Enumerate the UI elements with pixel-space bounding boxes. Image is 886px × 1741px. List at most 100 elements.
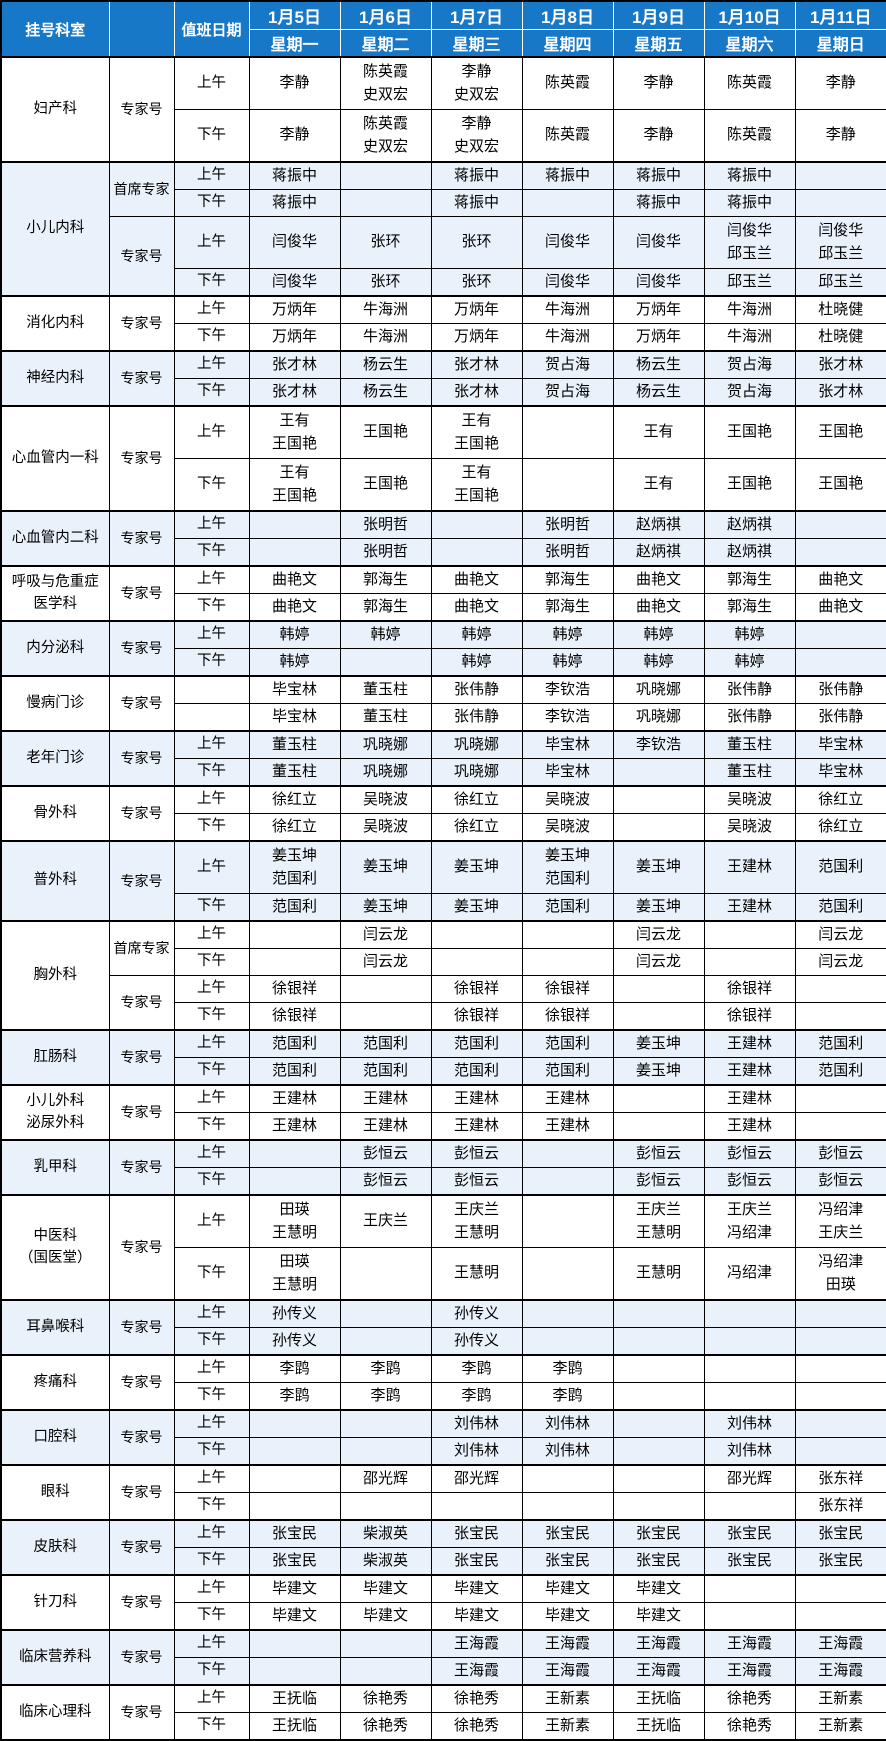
session-cell: 下午 xyxy=(173,1547,250,1576)
schedule-cell xyxy=(612,758,705,787)
schedule-row: 专家号 上午 闫俊华 张环 张环 闫俊华 闫俊华 闫俊华 邱玉兰 闫俊华 邱玉兰 xyxy=(1,216,886,297)
schedule-cell: 王新素 xyxy=(521,1684,614,1713)
schedule-row: 下午 李静 陈英霞 史双宏 李静 史双宏 陈英霞 李静 陈英霞 李静 xyxy=(1,109,886,163)
session-cell: 上午 xyxy=(173,1029,250,1058)
schedule-cell: 董玉柱 xyxy=(248,730,341,759)
session-cell: 上午 xyxy=(173,350,250,379)
schedule-cell: 范国利 xyxy=(794,1057,886,1086)
schedule-cell: 牛海洲 xyxy=(339,323,432,352)
schedule-cell: 陈英霞 史双宏 xyxy=(339,56,432,110)
schedule-cell: 姜玉坤 xyxy=(612,893,705,922)
schedule-cell xyxy=(703,1382,796,1411)
session-cell: 下午 xyxy=(173,893,250,922)
schedule-cell xyxy=(248,1409,341,1438)
schedule-cell: 李静 xyxy=(248,109,341,163)
schedule-cell: 王海霞 xyxy=(612,1657,705,1686)
schedule-cell: 范国利 xyxy=(521,893,614,922)
ticket-type-cell: 专家号 xyxy=(108,1409,175,1466)
ticket-type-cell: 专家号 xyxy=(108,565,175,622)
session-cell: 下午 xyxy=(173,378,250,407)
schedule-cell: 张环 xyxy=(430,268,523,297)
schedule-cell: 毕建文 xyxy=(521,1574,614,1603)
schedule-cell xyxy=(703,1602,796,1631)
schedule-cell xyxy=(521,1464,614,1493)
session-cell: 下午 xyxy=(173,1057,250,1086)
schedule-cell: 张宝民 xyxy=(521,1519,614,1548)
schedule-cell: 冯绍津 xyxy=(703,1247,796,1301)
session-cell: 下午 xyxy=(173,758,250,787)
schedule-cell: 董玉柱 xyxy=(339,703,432,732)
schedule-cell: 王建林 xyxy=(703,1057,796,1086)
schedule-cell xyxy=(248,920,341,949)
session-cell: 下午 xyxy=(173,1657,250,1686)
schedule-cell xyxy=(794,1002,886,1031)
session-cell: 下午 xyxy=(173,189,250,217)
schedule-row: 肛肠科 专家号 上午 范国利 范国利 范国利 范国利 姜玉坤 王建林 范国利 xyxy=(0,1029,886,1086)
schedule-cell: 万炳年 xyxy=(612,295,705,324)
schedule-cell: 张宝民 xyxy=(703,1519,796,1548)
schedule-cell: 毕建文 xyxy=(339,1574,432,1603)
schedule-cell: 巩晓娜 xyxy=(339,758,432,787)
schedule-cell: 董玉柱 xyxy=(703,758,796,787)
schedule-cell: 彭恒云 xyxy=(430,1139,523,1168)
schedule-row: 临床心理科 专家号 上午 王抚临 徐艳秀 徐艳秀 王新素 王抚临 徐艳秀 王新素 xyxy=(0,1684,886,1741)
schedule-cell: 蒋振中 xyxy=(248,189,341,217)
schedule-cell: 王国艳 xyxy=(339,458,432,512)
schedule-cell: 董玉柱 xyxy=(703,730,796,759)
department-cell: 骨外科 xyxy=(0,785,110,842)
schedule-cell xyxy=(521,1299,614,1328)
schedule-cell: 李鹍 xyxy=(339,1382,432,1411)
schedule-cell: 杨云生 xyxy=(339,350,432,379)
schedule-cell: 张才林 xyxy=(794,378,886,407)
header-date-5: 1月10日 xyxy=(703,0,796,30)
schedule-cell: 张才林 xyxy=(430,378,523,407)
schedule-cell xyxy=(430,538,523,567)
schedule-cell: 邱玉兰 xyxy=(703,268,796,297)
schedule-cell xyxy=(703,1492,796,1521)
schedule-cell: 李静 xyxy=(794,109,886,163)
schedule-cell xyxy=(339,189,432,217)
schedule-row: 下午 彭恒云 彭恒云 彭恒云 彭恒云 彭恒云 xyxy=(1,1167,886,1196)
schedule-cell: 韩婷 xyxy=(703,620,796,649)
schedule-cell: 闫俊华 邱玉兰 xyxy=(794,216,886,269)
schedule-row: 口腔科 专家号 上午 刘伟林 刘伟林 刘伟林 xyxy=(0,1409,886,1466)
session-cell xyxy=(173,675,250,704)
schedule-cell: 范国利 xyxy=(521,1029,614,1058)
schedule-cell: 赵炳祺 xyxy=(703,538,796,567)
schedule-cell: 李静 史双宏 xyxy=(430,109,523,163)
session-cell: 下午 xyxy=(173,1492,250,1521)
schedule-cell: 姜玉坤 xyxy=(612,840,705,894)
schedule-cell: 吴晓波 xyxy=(521,813,614,842)
schedule-cell: 闫俊华 xyxy=(248,268,341,297)
schedule-cell xyxy=(248,948,341,976)
session-cell: 上午 xyxy=(173,620,250,649)
schedule-cell: 王海霞 xyxy=(703,1657,796,1686)
session-cell: 上午 xyxy=(173,1409,250,1438)
schedule-cell xyxy=(794,538,886,567)
schedule-cell xyxy=(521,948,614,976)
schedule-row: 下午 曲艳文 郭海生 曲艳文 郭海生 曲艳文 郭海生 曲艳文 xyxy=(1,593,886,622)
schedule-cell: 李鹍 xyxy=(430,1354,523,1383)
schedule-cell: 李鹍 xyxy=(521,1354,614,1383)
department-cell: 妇产科 xyxy=(0,56,110,163)
schedule-cell: 张东祥 xyxy=(794,1464,886,1493)
schedule-cell: 田瑛 王慧明 xyxy=(248,1247,341,1301)
schedule-cell: 徐艳秀 xyxy=(703,1712,796,1741)
department-cell: 疼痛科 xyxy=(0,1354,110,1411)
schedule-row: 下午 孙传义 孙传义 xyxy=(1,1327,886,1356)
schedule-cell: 贺占海 xyxy=(703,378,796,407)
schedule-cell: 吴晓波 xyxy=(339,785,432,814)
schedule-cell: 巩晓娜 xyxy=(612,703,705,732)
schedule-cell: 柴淑英 xyxy=(339,1547,432,1576)
department-cell: 呼吸与危重症 医学科 xyxy=(0,565,110,622)
schedule-cell xyxy=(703,1299,796,1328)
schedule-row: 消化内科 专家号 上午 万炳年 牛海洲 万炳年 牛海洲 万炳年 牛海洲 杜晓健 xyxy=(0,295,886,352)
schedule-cell: 范国利 xyxy=(430,1029,523,1058)
schedule-cell xyxy=(794,1574,886,1603)
schedule-cell: 王建林 xyxy=(521,1112,614,1141)
session-cell: 上午 xyxy=(173,975,250,1003)
schedule-cell: 郭海生 xyxy=(339,593,432,622)
schedule-cell: 徐艳秀 xyxy=(430,1712,523,1741)
schedule-row: 普外科 专家号 上午 姜玉坤 范国利 姜玉坤 姜玉坤 姜玉坤 范国利 姜玉坤 王建林 范国利 xyxy=(0,840,886,922)
session-cell: 下午 xyxy=(173,1382,250,1411)
